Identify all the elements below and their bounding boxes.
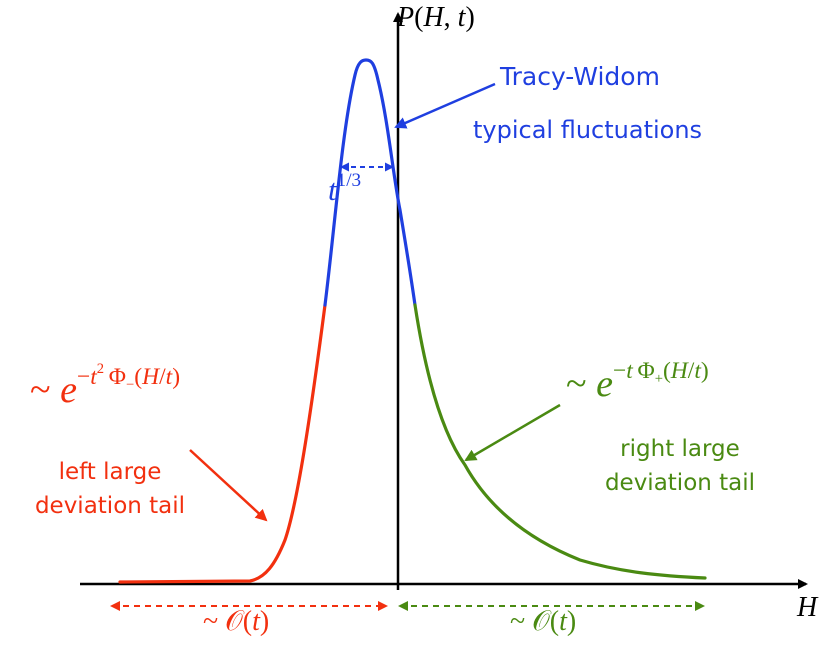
tracy-widom-arrow xyxy=(394,82,496,129)
tracy-widom-label: Tracy-Widom xyxy=(500,62,660,91)
x-axis-label: H xyxy=(797,592,818,623)
right-tail-arrow xyxy=(464,403,561,462)
right-tail-line-2: deviation tail xyxy=(604,470,756,496)
left-scale-label: ~ 𝒪(t) xyxy=(203,606,270,637)
right-tail-line-1: right large xyxy=(620,436,740,462)
left-exponent-label: ~ e−t2 Φ−(H/t) xyxy=(30,361,181,411)
width-scale-label: t1/3 xyxy=(328,169,362,207)
typical-fluctuations-label: typical fluctuations xyxy=(473,116,703,144)
left-tail-arrow xyxy=(189,449,268,522)
left-tail-label: left large deviation tail xyxy=(5,455,215,523)
right-exponent-label: ~ e−t Φ+(H/t) xyxy=(566,358,709,405)
right-scale-label: ~ 𝒪(t) xyxy=(510,606,577,637)
center-curve xyxy=(323,58,417,307)
left-tail-line-1: left large xyxy=(58,459,162,485)
right-tail-label: right large deviation tail xyxy=(575,432,785,500)
right-tail-curve xyxy=(413,303,707,580)
y-axis-label: P(H, t) xyxy=(397,2,475,33)
left-tail-curve xyxy=(118,303,327,584)
left-tail-line-2: deviation tail xyxy=(34,493,186,519)
